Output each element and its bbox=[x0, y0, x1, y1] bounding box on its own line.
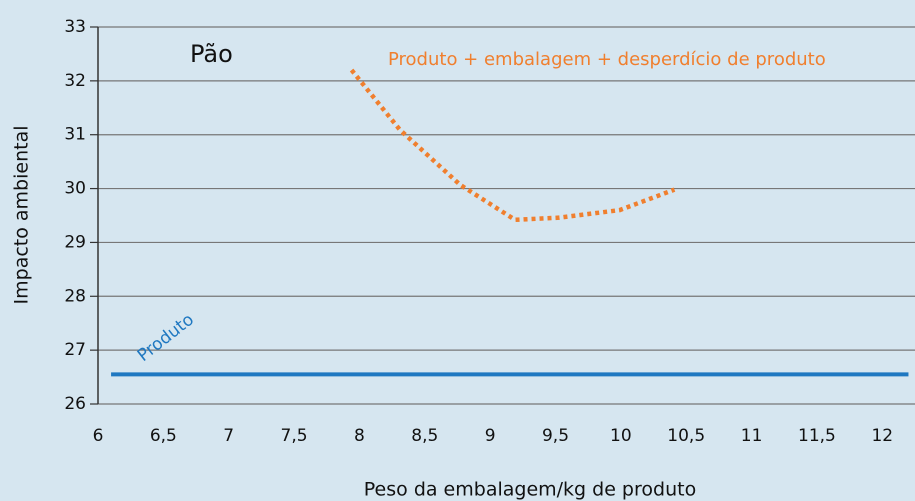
x-tick-label: 10 bbox=[610, 426, 632, 446]
y-tick-label: 32 bbox=[64, 71, 86, 91]
x-tick-label: 7 bbox=[223, 426, 234, 446]
x-tick-label: 10,5 bbox=[667, 426, 705, 446]
x-tick-label: 9 bbox=[485, 426, 496, 446]
y-tick-label: 26 bbox=[64, 394, 86, 414]
y-tick-label: 28 bbox=[64, 286, 86, 306]
series-line bbox=[349, 68, 676, 223]
y-tick-label: 33 bbox=[64, 17, 86, 37]
x-tick-label: 8,5 bbox=[411, 426, 438, 446]
x-tick-label: 7,5 bbox=[281, 426, 308, 446]
x-tick-label: 12 bbox=[871, 426, 893, 446]
y-axis-label: Impacto ambiental bbox=[11, 126, 33, 305]
y-tick-label: 31 bbox=[64, 125, 86, 145]
x-tick-label: 6,5 bbox=[150, 426, 177, 446]
x-tick-label: 6 bbox=[93, 426, 104, 446]
x-tick-label: 11,5 bbox=[798, 426, 836, 446]
series-label: Produto + embalagem + desperdício de pro… bbox=[388, 49, 826, 70]
x-tick-label: 9,5 bbox=[542, 426, 569, 446]
y-tick-label: 29 bbox=[64, 232, 86, 252]
y-tick-label: 27 bbox=[64, 340, 86, 360]
x-tick-label: 8 bbox=[354, 426, 365, 446]
chart-title: Pão bbox=[190, 40, 233, 68]
x-axis-label: Peso da embalagem/kg de produto bbox=[364, 479, 696, 501]
y-tick-label: 30 bbox=[64, 179, 86, 199]
x-tick-label: 11 bbox=[741, 426, 763, 446]
